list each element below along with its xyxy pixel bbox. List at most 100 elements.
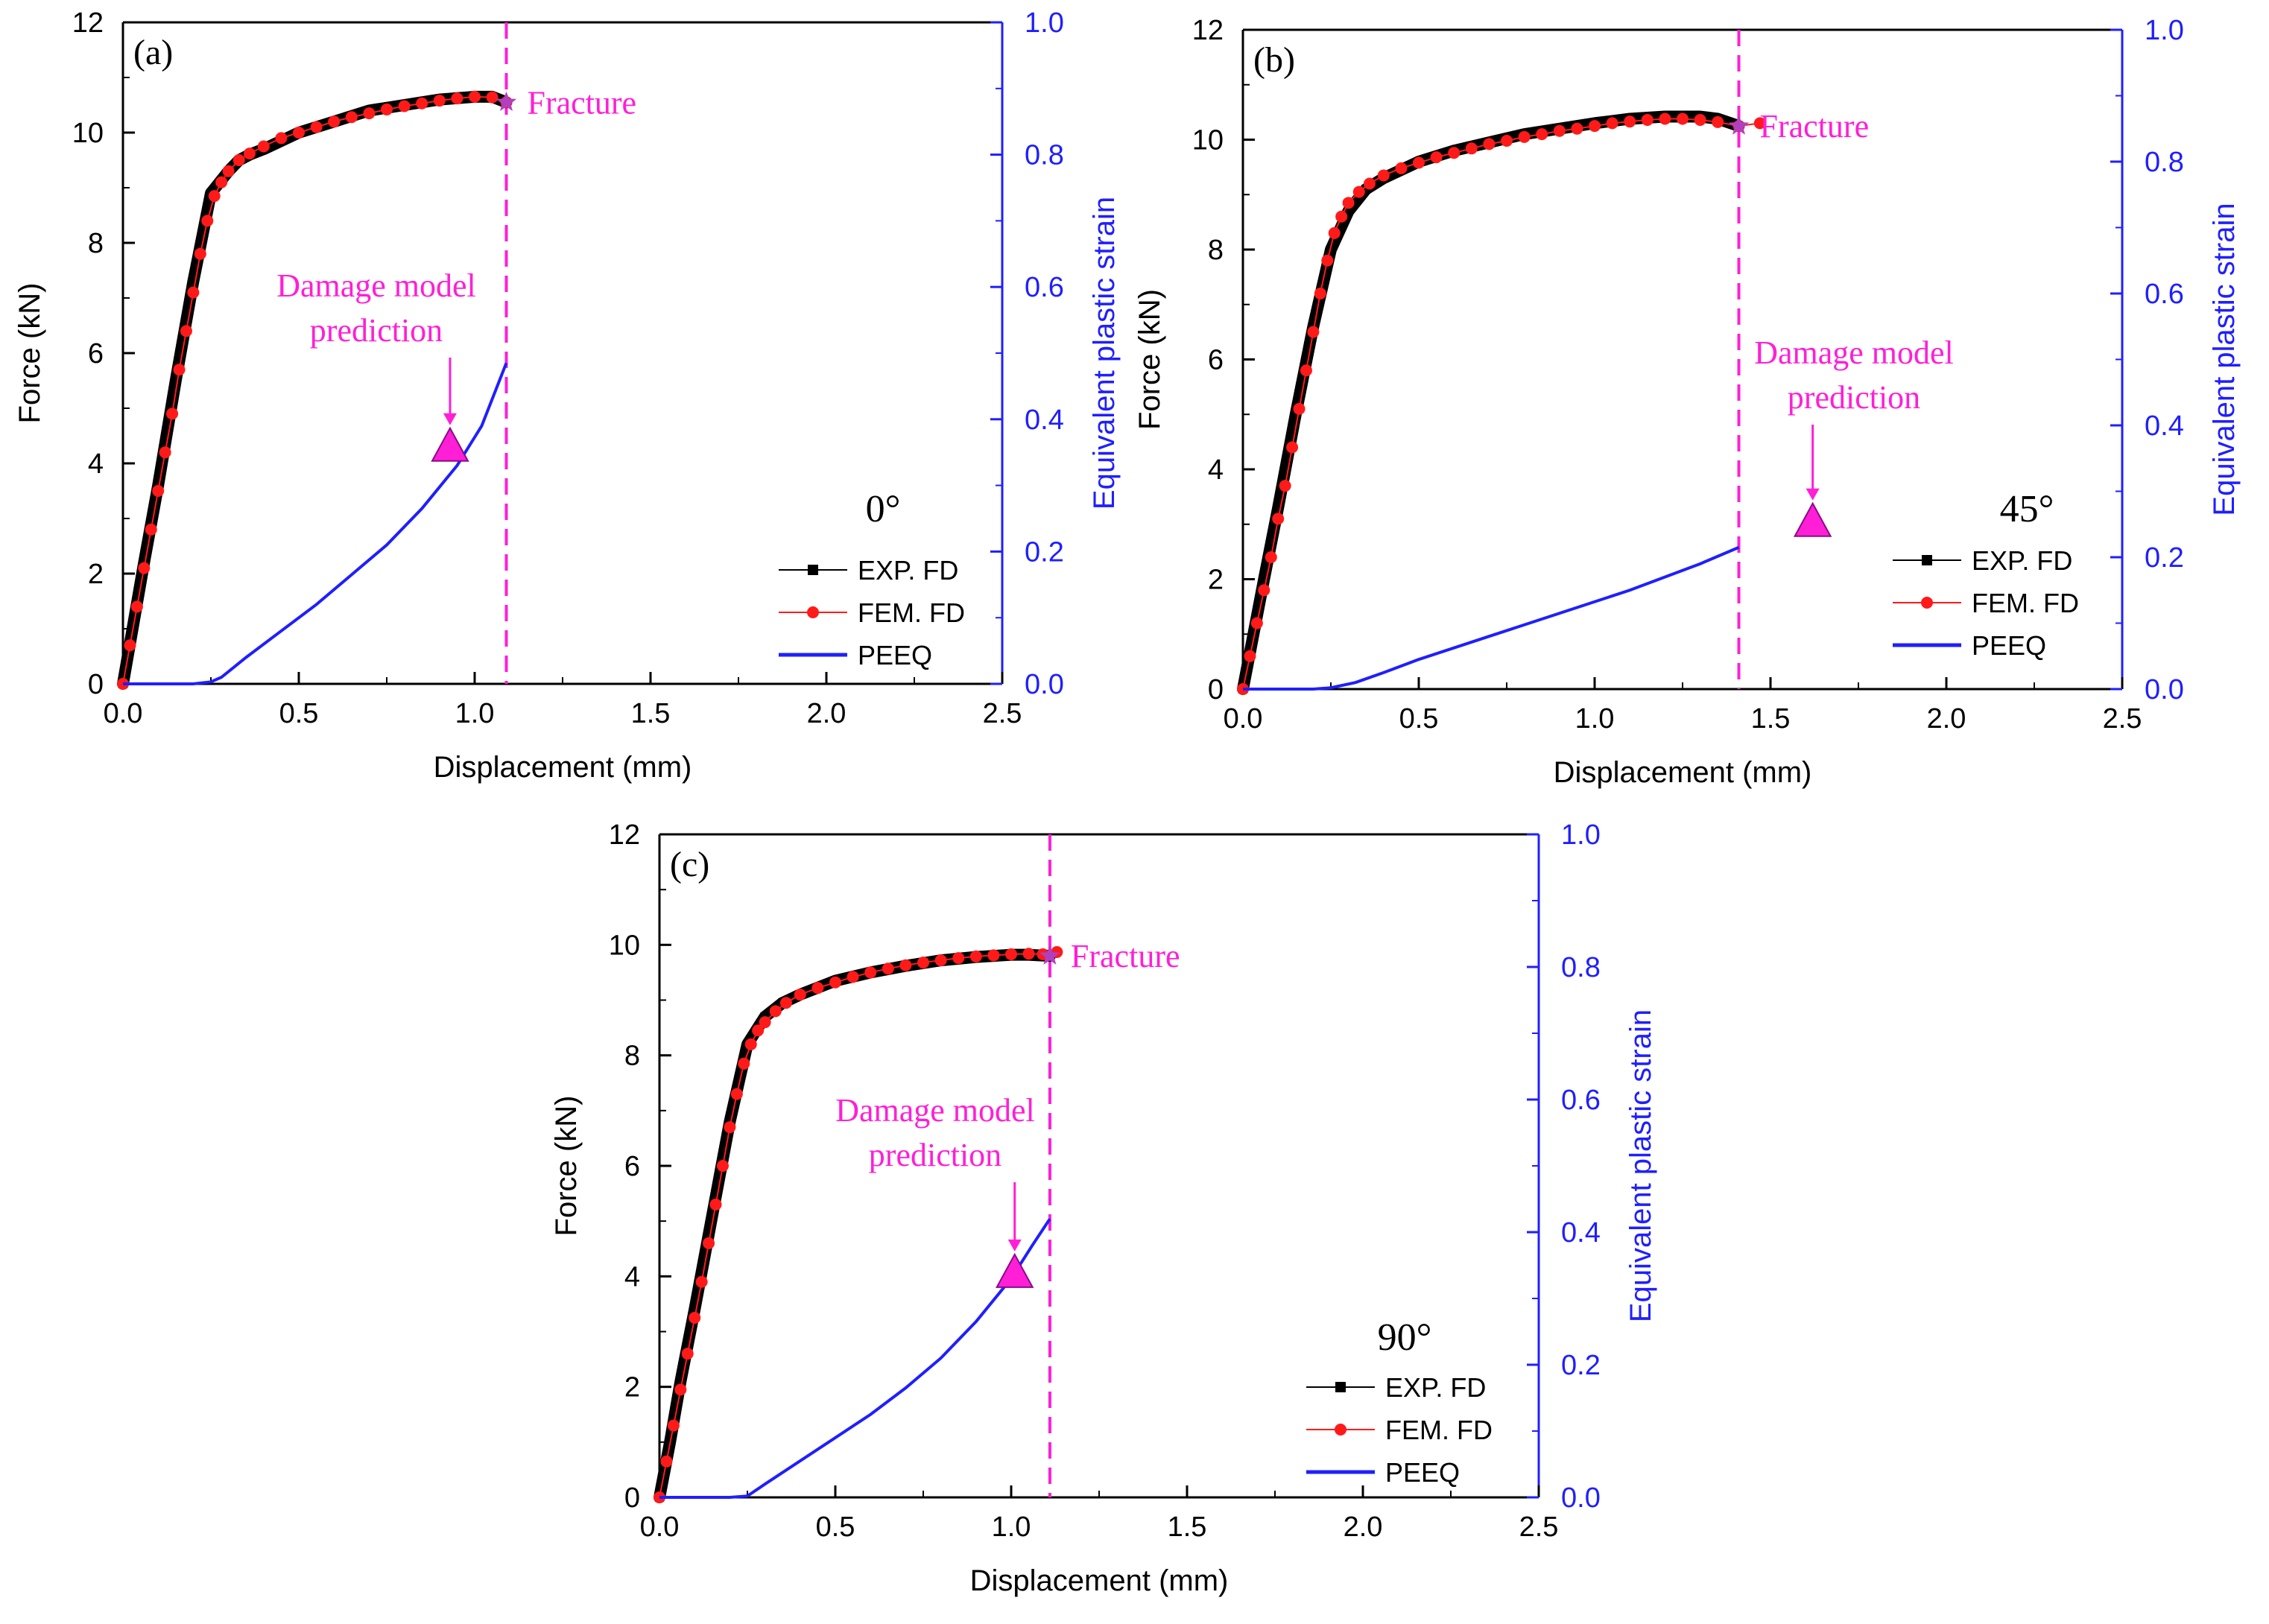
y-tick-label: 2: [88, 559, 104, 590]
orientation-label: 0°: [866, 488, 901, 530]
damage-prediction-marker: [1793, 501, 1832, 537]
fem-fd-point: [152, 485, 165, 497]
legend-entry-label: FEM. FD: [858, 597, 965, 628]
damage-prediction-marker: [431, 426, 469, 462]
fem-fd-point: [469, 90, 481, 103]
legend-entry-label: EXP. FD: [858, 555, 958, 586]
x-tick-label: 0.0: [640, 1512, 680, 1543]
legend-exp-marker: [1922, 555, 1932, 565]
panel-label: (c): [670, 845, 709, 884]
fem-fd-point: [124, 639, 136, 652]
x-tick-label: 1.0: [1575, 703, 1615, 735]
fem-fd-point: [969, 950, 982, 962]
fem-fd-point: [1335, 210, 1348, 223]
damage-prediction-marker: [996, 1252, 1034, 1288]
fem-fd-point: [1753, 117, 1766, 130]
y2-tick-label: 0.8: [1025, 140, 1064, 171]
series-fem-fd-line: [1242, 118, 1760, 690]
damage-label-line1: Damage model: [276, 267, 476, 304]
x-tick-label: 1.5: [1168, 1512, 1207, 1543]
fem-fd-point: [363, 107, 376, 120]
fem-fd-point: [1265, 551, 1277, 563]
fem-fd-point: [145, 523, 157, 536]
legend-fem-marker: [807, 606, 819, 618]
fem-fd-point: [180, 325, 192, 337]
y2-axis-title: Equivalent plastic strain: [1088, 197, 1121, 510]
y-axis-title: Force (kN): [1133, 289, 1166, 430]
damage-label-line2: prediction: [310, 312, 443, 349]
y-tick-label: 0: [1208, 674, 1224, 705]
damage-label-line2: prediction: [869, 1137, 1001, 1173]
fem-fd-point: [1314, 288, 1326, 299]
fem-fd-point: [1501, 134, 1513, 147]
fem-fd-point: [1258, 584, 1270, 597]
y2-tick-label: 0.4: [2145, 410, 2184, 442]
fem-fd-point: [194, 247, 206, 260]
fem-fd-point: [759, 1016, 771, 1029]
fem-fd-point: [398, 100, 411, 112]
fracture-label: Fracture: [1760, 108, 1870, 145]
fem-fd-point: [674, 1383, 687, 1396]
fem-fd-point: [1005, 948, 1017, 960]
x-tick-label: 2.0: [807, 698, 846, 729]
fem-fd-point: [1518, 130, 1531, 143]
fracture-star-marker: [1039, 945, 1060, 965]
fem-fd-point: [1279, 480, 1291, 492]
legend-entry-label: PEEQ: [1972, 630, 2046, 661]
fem-fd-point: [1413, 156, 1425, 169]
fem-fd-point: [752, 1024, 765, 1037]
damage-arrow-head: [1007, 1239, 1022, 1252]
fem-fd-point: [1430, 151, 1443, 164]
y2-tick-label: 0.0: [1025, 669, 1064, 700]
y-tick-label: 8: [88, 228, 104, 259]
fem-fd-point: [1624, 115, 1636, 128]
legend-fem-marker: [1921, 597, 1933, 609]
y-tick-label: 8: [1208, 235, 1224, 266]
panel-label: (a): [133, 33, 173, 72]
y2-tick-label: 0.8: [1561, 952, 1601, 983]
fem-fd-point: [779, 997, 792, 1009]
damage-arrow-head: [1806, 488, 1820, 501]
fem-fd-point: [899, 959, 912, 971]
fem-fd-point: [1363, 177, 1376, 190]
fem-fd-point: [1250, 617, 1263, 629]
fem-fd-point: [709, 1198, 722, 1211]
y2-tick-label: 0.8: [2145, 147, 2184, 178]
fem-fd-point: [703, 1237, 715, 1249]
x-tick-label: 0.5: [279, 698, 319, 729]
y2-tick-label: 0.6: [1561, 1085, 1601, 1116]
y2-tick-label: 0.4: [1025, 405, 1064, 436]
y2-tick-label: 1.0: [1561, 819, 1601, 851]
y2-tick-label: 0.6: [1025, 272, 1064, 303]
fem-fd-point: [829, 976, 841, 989]
orientation-label: 45°: [2000, 488, 2054, 530]
fem-fd-point: [1465, 142, 1478, 155]
x-tick-label: 0.0: [104, 698, 143, 729]
fem-fd-point: [667, 1419, 680, 1432]
fem-fd-point: [1321, 254, 1334, 267]
y2-tick-label: 1.0: [1025, 7, 1064, 39]
x-tick-label: 2.5: [983, 698, 1022, 729]
y-tick-label: 0: [624, 1482, 640, 1514]
fem-fd-point: [769, 1005, 782, 1018]
fem-fd-point: [1659, 112, 1671, 125]
fem-fd-point: [794, 989, 806, 1001]
damage-label-line1: Damage model: [835, 1092, 1035, 1129]
x-tick-label: 0.5: [1399, 703, 1439, 735]
fem-fd-point: [138, 562, 151, 574]
series-peeq-line: [1243, 545, 1740, 691]
y-tick-label: 6: [88, 338, 104, 369]
y2-tick-label: 0.2: [1025, 536, 1064, 568]
panel-a: 0.0 0.5 1.0 1.5 2.0 2.5 0 2 4 6 8 10 12 0.0 0.2 0.4 0.6 0…: [13, 7, 1121, 784]
series-peeq-line: [123, 362, 508, 685]
x-tick-label: 2.0: [1344, 1512, 1383, 1543]
fem-fd-point: [1342, 197, 1355, 209]
y-tick-label: 10: [1192, 125, 1224, 156]
fem-fd-point: [208, 190, 221, 203]
x-tick-label: 2.5: [2103, 703, 2142, 735]
fem-fd-point: [381, 103, 393, 115]
y-tick-label: 2: [624, 1372, 640, 1403]
fem-fd-point: [293, 127, 305, 139]
damage-arrow-head: [443, 413, 457, 425]
fem-fd-point: [1395, 162, 1408, 174]
